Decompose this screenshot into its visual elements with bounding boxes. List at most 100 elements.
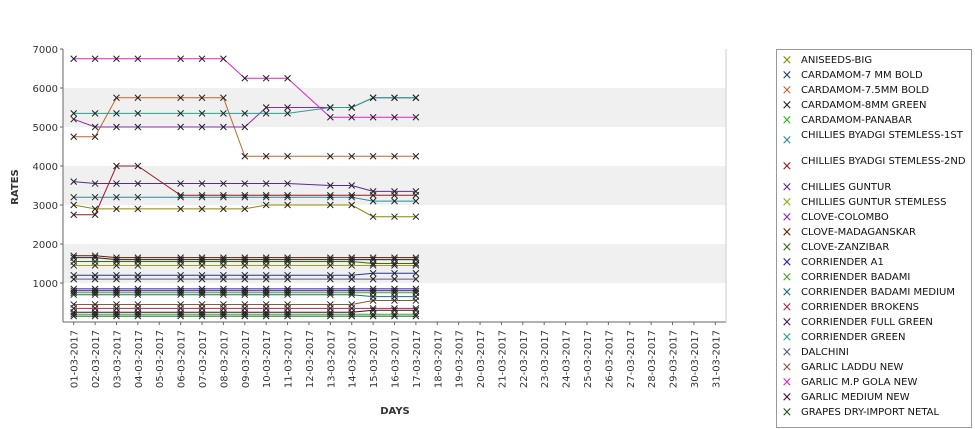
series-point bbox=[113, 256, 120, 263]
legend-marker-icon: × bbox=[781, 375, 793, 390]
legend-label: CORRIENDER A1 bbox=[801, 257, 884, 268]
legend-label: CARDAMOM-PANABAR bbox=[801, 115, 913, 126]
series-point bbox=[220, 289, 227, 297]
series-point bbox=[284, 256, 291, 263]
series-point bbox=[113, 289, 120, 297]
series-point bbox=[262, 287, 270, 295]
series-point bbox=[284, 312, 291, 320]
x-tick-label: 06-03-2017 bbox=[177, 330, 188, 388]
series-point bbox=[326, 152, 334, 160]
x-tick-labels: 01-03-2017 02-03-2017 03-03-2017 04-03-2017… bbox=[70, 322, 722, 388]
x-tick-label: 29-03-2017 bbox=[669, 330, 680, 388]
series-point bbox=[412, 306, 420, 314]
series-point bbox=[220, 312, 227, 320]
series-point bbox=[198, 193, 206, 201]
series-point bbox=[177, 55, 184, 63]
series-point bbox=[412, 297, 420, 304]
series-point bbox=[70, 258, 78, 265]
x-tick-label: 31-03-2017 bbox=[711, 330, 722, 388]
series-point bbox=[348, 182, 356, 189]
series-point bbox=[412, 213, 420, 221]
legend-label: GARLIC M.P GOLA NEW bbox=[801, 377, 918, 388]
series-point bbox=[348, 312, 356, 320]
series-point bbox=[326, 201, 334, 209]
series-point bbox=[391, 254, 398, 262]
series-point bbox=[91, 310, 99, 318]
x-tick-label: 07-03-2017 bbox=[198, 330, 209, 388]
series-point bbox=[134, 162, 142, 170]
legend-item: × GARLIC M.P GOLA NEW bbox=[777, 376, 971, 391]
legend-label: CLOVE-COLOMBO bbox=[801, 212, 889, 223]
series-point bbox=[91, 133, 99, 141]
series-point bbox=[326, 193, 334, 201]
series-point bbox=[177, 193, 184, 201]
series-point bbox=[91, 55, 99, 63]
series-point bbox=[326, 104, 334, 111]
series-point bbox=[134, 289, 142, 297]
series-point bbox=[326, 310, 334, 318]
series-point bbox=[198, 256, 206, 263]
legend-item: × GARLIC MEDIUM NEW bbox=[777, 391, 971, 406]
legend-marker-icon: × bbox=[781, 195, 793, 210]
series-point bbox=[113, 301, 120, 308]
series-point bbox=[412, 113, 420, 121]
series-point bbox=[369, 287, 377, 295]
series-point bbox=[369, 152, 377, 160]
series-point bbox=[70, 211, 78, 219]
legend-marker-icon: × bbox=[781, 98, 793, 113]
x-tick-label: 21-03-2017 bbox=[497, 330, 508, 388]
legend-marker-icon: × bbox=[781, 180, 793, 195]
series-point bbox=[284, 289, 291, 297]
series-point bbox=[391, 197, 398, 205]
series-point bbox=[262, 109, 270, 117]
series-point bbox=[70, 310, 78, 318]
series-point bbox=[326, 289, 334, 297]
series-point bbox=[177, 312, 184, 320]
series-point bbox=[348, 193, 356, 201]
series-point bbox=[369, 304, 377, 312]
grid-bands bbox=[63, 49, 726, 322]
series-point bbox=[70, 193, 78, 201]
series-point bbox=[134, 287, 142, 295]
grid-band bbox=[63, 205, 726, 244]
series-point bbox=[198, 258, 206, 265]
series-point bbox=[70, 109, 78, 117]
series-point bbox=[326, 191, 334, 199]
series-point bbox=[326, 182, 334, 189]
series-point bbox=[91, 258, 99, 265]
legend-item: × CARDAMOM-7 MM BOLD bbox=[777, 69, 971, 84]
legend-marker-icon: × bbox=[781, 210, 793, 225]
series-point bbox=[369, 262, 377, 269]
series-point bbox=[134, 193, 142, 201]
series-point bbox=[412, 254, 420, 262]
series-point bbox=[412, 312, 420, 320]
legend-item: × GRAPES DRY-IMPORT NETAL bbox=[777, 406, 971, 421]
series-point bbox=[113, 275, 120, 283]
legend-item: × CLOVE-COLOMBO bbox=[777, 211, 971, 226]
series-point bbox=[262, 312, 270, 320]
series-point bbox=[220, 310, 227, 318]
series-point bbox=[391, 275, 398, 283]
legend-marker-icon: × bbox=[781, 53, 793, 68]
series-point bbox=[177, 287, 184, 295]
legend-label: CHILLIES GUNTUR bbox=[801, 182, 892, 193]
series-point bbox=[70, 201, 78, 209]
legend-marker-icon: × bbox=[781, 330, 793, 345]
series-point bbox=[262, 289, 270, 297]
series-point bbox=[241, 123, 249, 131]
legend-label: CORRIENDER GREEN bbox=[801, 332, 906, 343]
series-point bbox=[262, 258, 270, 265]
legend-marker-icon: × bbox=[781, 360, 793, 375]
x-tick-label: 28-03-2017 bbox=[647, 330, 658, 388]
legend-marker-icon: × bbox=[781, 133, 793, 148]
x-tick-label: 25-03-2017 bbox=[583, 330, 594, 388]
series-point bbox=[177, 275, 184, 283]
series-point bbox=[369, 197, 377, 205]
y-tick-label: 5000 bbox=[33, 123, 58, 134]
legend-item: × CHILLIES GUNTUR STEMLESS bbox=[777, 196, 971, 211]
series-point bbox=[348, 289, 356, 297]
series-point bbox=[284, 74, 291, 82]
series-point bbox=[369, 312, 377, 320]
series-point bbox=[241, 275, 249, 283]
series-point bbox=[391, 304, 398, 312]
